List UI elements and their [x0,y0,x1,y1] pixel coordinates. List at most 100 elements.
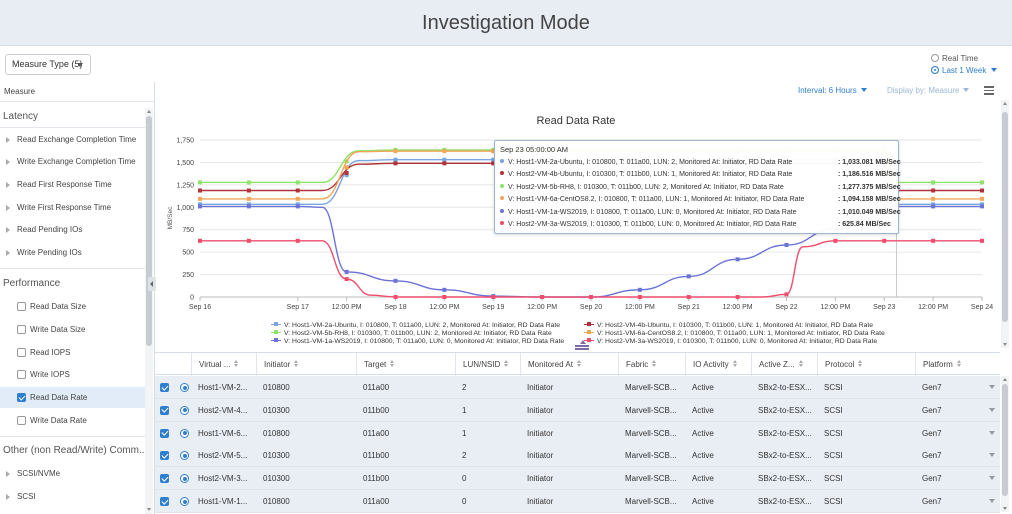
data-point [980,202,984,207]
sidebar-item-write-pending-ios[interactable]: Write Pending IOs [0,242,145,263]
sidebar-item-read-first-response-time[interactable]: Read First Response Time [0,174,145,195]
row-radio[interactable] [180,451,189,461]
chevron-down-icon[interactable] [989,453,995,458]
scrollbar-thumb[interactable] [1002,384,1008,496]
resize-grip-icon[interactable] [575,340,589,353]
legend-item[interactable]: V: Host1-VM-6a-CentOS8.2, I: 010800, T: … [584,330,885,337]
legend-item[interactable]: V: Host1-VM-2a-Ubuntu, I: 010800, T: 011… [271,322,560,329]
row-radio[interactable] [180,405,189,415]
scrollbar-thumb[interactable] [1002,112,1008,322]
time-option-real-time[interactable]: Real Time [931,54,978,63]
sidebar-item-write-data-size[interactable]: Write Data Size [0,319,145,340]
sidebar-scrollbar[interactable] [145,108,153,514]
table-cell: SCSI [824,474,843,484]
sort-icon [504,360,509,368]
table-row[interactable]: Host2-VM-5... 010300 011b00 2 Initiator Marve… [155,444,1000,468]
scroll-up-icon[interactable] [1003,102,1007,105]
column-header-label: Active Z... [759,360,795,369]
row-checkbox[interactable] [160,497,169,506]
collapse-sidebar-button[interactable] [148,277,156,291]
y-tick-label: 750 [182,227,194,234]
table-cell: Active [692,405,714,415]
row-radio[interactable] [180,428,189,438]
row-radio[interactable] [180,474,189,484]
table-row[interactable]: Host2-VM-3... 010300 011b00 0 Initiator Marve… [155,467,1000,491]
table-cell: SCSI [824,497,843,506]
table-row[interactable]: Host1-VM-2... 010800 011a00 2 Initiator Marve… [155,376,1000,399]
column-header-fabric[interactable]: Fabric [618,353,685,376]
sidebar-item-write-first-response-time[interactable]: Write First Response Time [0,197,145,218]
column-header-label: Initiator [264,360,291,369]
column-header-initiator[interactable]: Initiator [256,353,356,376]
sort-icon [956,360,962,368]
interval-dropdown[interactable]: Interval: 6 Hours [798,86,867,95]
column-header-platform[interactable]: Platform [915,353,1000,376]
sidebar-item-scsi[interactable]: SCSI [0,486,145,507]
row-checkbox[interactable] [160,428,169,438]
series-dot-icon [500,196,504,201]
table-row[interactable]: Host2-VM-4... 010300 011b00 1 Initiator Marve… [155,398,1000,422]
row-radio[interactable] [180,497,189,506]
measure-type-dropdown[interactable]: Measure Type (5) [5,54,91,75]
x-tick-label: 12:00 PM [625,304,655,311]
checkbox[interactable] [17,348,26,357]
y-tick-label: 1,250 [176,182,194,189]
chevron-down-icon[interactable] [989,476,995,481]
sidebar-item-read-data-size[interactable]: Read Data Size [0,296,145,317]
legend-item[interactable]: V: Host1-VM-1a-WS2019, I: 010800, T: 011… [271,338,564,345]
table-scrollbar[interactable] [1001,376,1009,512]
scroll-up-icon[interactable] [147,110,151,113]
legend-item[interactable]: V: Host2-VM-5b-RH8, I: 010300, T: 011b00… [271,330,552,337]
time-option-last-week[interactable]: Last 1 Week [931,66,998,75]
column-header-target[interactable]: Target [356,353,455,376]
checkbox-checked[interactable] [17,393,26,402]
column-header-virtual[interactable]: Virtual ... [191,353,256,376]
scroll-down-icon[interactable] [147,508,151,511]
data-point [491,161,496,166]
sidebar-item-read-pending-ios[interactable]: Read Pending IOs [0,219,145,240]
column-header-lun-nsid[interactable]: LUN/NSID [455,353,520,376]
scroll-down-icon[interactable] [1003,507,1007,510]
table-row[interactable]: Host1-VM-1... 010800 011a00 0 Initiator Marve… [155,490,1000,513]
row-radio[interactable] [180,383,189,392]
sidebar-item-write-iops[interactable]: Write IOPS [0,364,145,385]
table-cell: Host2-VM-3... [198,474,248,484]
checkbox[interactable] [17,416,26,425]
row-checkbox[interactable] [160,383,169,392]
table-cell: Initiator [527,428,554,438]
legend-item[interactable]: V: Host2-VM-4b-Ubuntu, I: 010300, T: 011… [584,322,873,329]
chevron-down-icon[interactable] [989,430,995,435]
scrollbar-thumb[interactable] [146,116,152,346]
display-by-dropdown[interactable]: Display by: Measure [887,86,970,95]
sidebar-item-read-data-rate[interactable]: Read Data Rate [0,387,145,408]
chart-scrollbar[interactable] [1001,100,1009,348]
sidebar-item-read-iops[interactable]: Read IOPS [0,342,145,363]
column-header-monitored-at[interactable]: Monitored At [520,353,618,376]
legend-item[interactable]: V: Host2-VM-3a-WS2019, I: 010300, T: 011… [584,338,877,345]
row-checkbox[interactable] [160,451,169,461]
sidebar-item-read-exchange-completion-time[interactable]: Read Exchange Completion Time [0,129,145,150]
column-header-io-activity[interactable]: IO Activity [685,353,751,376]
sidebar-item-write-data-rate[interactable]: Write Data Rate [0,410,145,431]
scroll-up-icon[interactable] [1003,378,1007,381]
x-tick-label: 12:00 PM [918,304,948,311]
checkbox[interactable] [17,302,26,311]
row-checkbox[interactable] [160,474,169,484]
chevron-down-icon[interactable] [989,499,995,503]
sidebar-item-scsi-nvme[interactable]: SCSI/NVMe [0,463,145,484]
sidebar-item-write-exchange-completion-time[interactable]: Write Exchange Completion Time [0,151,145,172]
divider [0,436,145,437]
chart-menu-icon[interactable] [984,86,994,95]
checkbox[interactable] [17,370,26,379]
column-header-label: Monitored At [528,360,573,369]
table-cell: 010300 [263,405,290,415]
scroll-down-icon[interactable] [1003,343,1007,346]
checkbox[interactable] [17,325,26,334]
chevron-down-icon[interactable] [989,407,995,412]
table-row[interactable]: Host1-VM-6... 010800 011a00 1 Initiator Marve… [155,421,1000,445]
column-header-protocol[interactable]: Protocol [817,353,915,376]
chevron-down-icon[interactable] [989,385,995,389]
row-checkbox[interactable] [160,405,169,415]
table-cell: SBx2-to-ESX... [758,451,812,461]
column-header-active-zone[interactable]: Active Z... [751,353,817,376]
